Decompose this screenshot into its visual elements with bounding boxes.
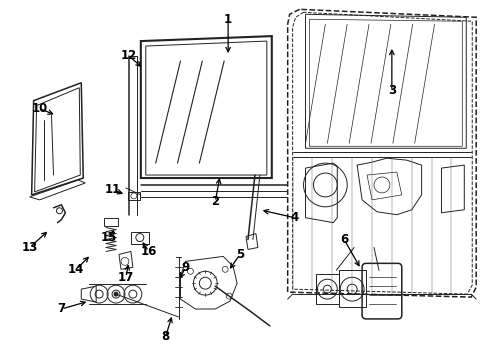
Text: 10: 10 — [31, 102, 48, 115]
Text: 11: 11 — [105, 184, 121, 197]
Text: 16: 16 — [141, 245, 157, 258]
Text: 1: 1 — [224, 13, 232, 26]
Text: 3: 3 — [388, 84, 396, 97]
Text: 12: 12 — [121, 49, 137, 63]
Text: 5: 5 — [236, 248, 244, 261]
Text: 2: 2 — [211, 195, 220, 208]
Bar — [128, 192, 140, 200]
Text: 7: 7 — [57, 302, 66, 315]
Text: 17: 17 — [118, 271, 134, 284]
Text: 14: 14 — [68, 263, 84, 276]
Text: 13: 13 — [22, 241, 38, 254]
Text: 8: 8 — [162, 330, 170, 343]
Text: 9: 9 — [181, 261, 190, 274]
Bar — [104, 218, 118, 226]
Text: 6: 6 — [340, 233, 348, 246]
Circle shape — [114, 292, 118, 296]
Text: 4: 4 — [291, 211, 299, 224]
Bar — [131, 231, 149, 243]
Text: 15: 15 — [101, 231, 117, 244]
